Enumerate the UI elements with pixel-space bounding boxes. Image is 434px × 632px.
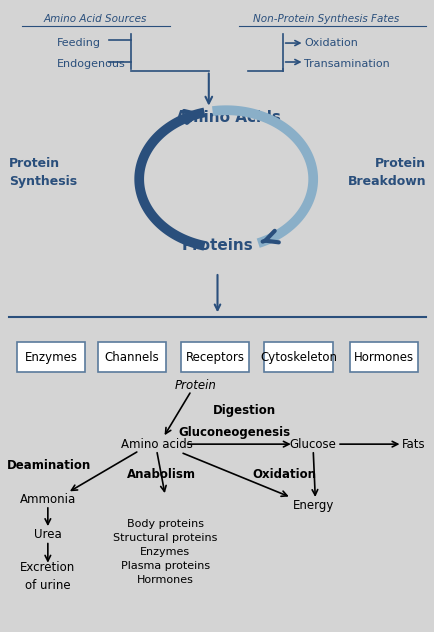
Text: Proteins: Proteins <box>181 238 253 253</box>
Text: Body proteins
Structural proteins
Enzymes
Plasma proteins
Hormones: Body proteins Structural proteins Enzyme… <box>113 519 217 585</box>
Text: Transamination: Transamination <box>304 59 389 68</box>
Text: Anabolism: Anabolism <box>126 468 195 482</box>
Text: Protein
Breakdown: Protein Breakdown <box>347 157 425 188</box>
Text: Glucose: Glucose <box>289 437 336 451</box>
Text: Non-Protein Synthesis Fates: Non-Protein Synthesis Fates <box>253 14 398 24</box>
Text: Oxidation: Oxidation <box>304 38 358 48</box>
Text: Feeding: Feeding <box>56 38 100 48</box>
FancyBboxPatch shape <box>181 343 249 372</box>
Text: Excretion
of urine: Excretion of urine <box>20 561 76 592</box>
Text: Protein: Protein <box>174 379 216 392</box>
Text: Channels: Channels <box>105 351 159 363</box>
Text: Fats: Fats <box>401 437 424 451</box>
Text: Gluconeogenesis: Gluconeogenesis <box>178 427 290 439</box>
Text: Digestion: Digestion <box>213 404 276 416</box>
Text: Deamination: Deamination <box>7 459 91 471</box>
Text: Cytoskeleton: Cytoskeleton <box>260 351 336 363</box>
FancyBboxPatch shape <box>17 343 85 372</box>
Text: Amino Acids: Amino Acids <box>175 110 280 125</box>
Text: Energy: Energy <box>292 499 333 512</box>
FancyBboxPatch shape <box>349 343 417 372</box>
FancyBboxPatch shape <box>98 343 166 372</box>
Text: Receptors: Receptors <box>185 351 244 363</box>
Text: Protein
Synthesis: Protein Synthesis <box>9 157 77 188</box>
Text: Urea: Urea <box>34 528 62 542</box>
Text: Hormones: Hormones <box>353 351 413 363</box>
Text: Oxidation: Oxidation <box>252 468 316 482</box>
Text: Amino Acid Sources: Amino Acid Sources <box>44 14 147 24</box>
Text: Amino acids: Amino acids <box>120 437 192 451</box>
Text: Ammonia: Ammonia <box>20 493 76 506</box>
Text: Endogenous: Endogenous <box>56 59 125 68</box>
FancyBboxPatch shape <box>264 343 332 372</box>
Text: Enzymes: Enzymes <box>25 351 78 363</box>
